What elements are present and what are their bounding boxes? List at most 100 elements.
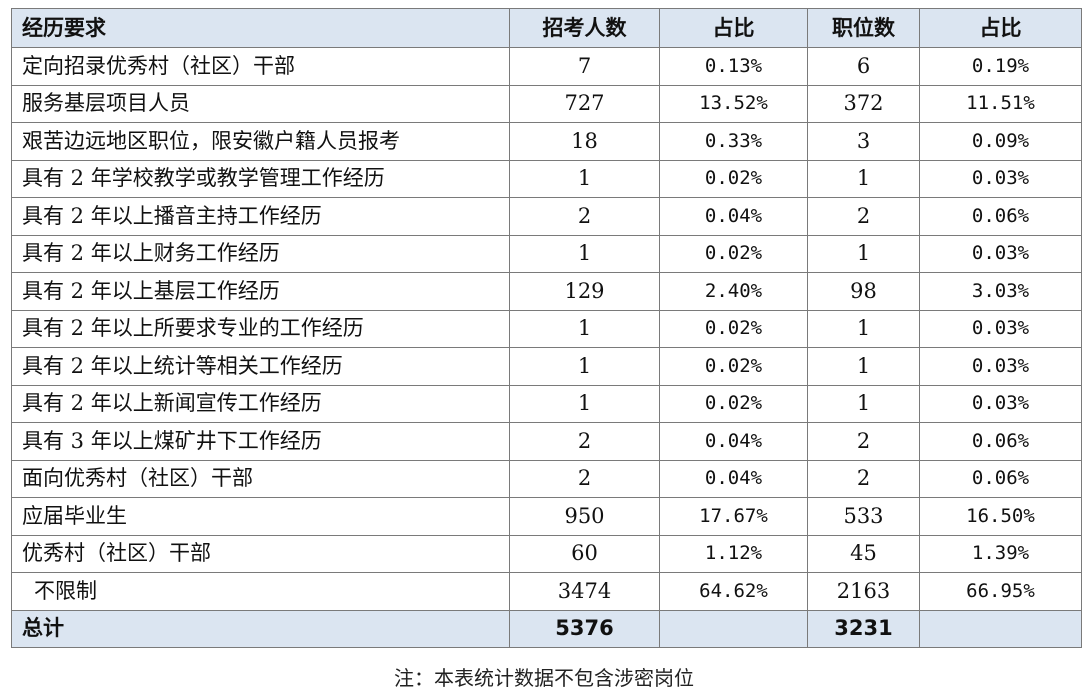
cell-position-count: 2163 [807,572,920,611]
table-row: 具有 2 年以上新闻宣传工作经历 1 0.02% 1 0.03% [11,384,1082,423]
header-requirement: 经历要求 [11,8,510,48]
table-row: 具有 2 年以上所要求专业的工作经历 1 0.02% 1 0.03% [11,309,1082,348]
cell-position-pct: 0.06% [919,459,1082,498]
cell-recruit-count: 129 [509,272,660,311]
cell-requirement: 具有 2 年以上新闻宣传工作经历 [11,384,510,423]
cell-position-pct: 16.50% [919,497,1082,536]
cell-recruit-count: 60 [509,534,660,573]
cell-position-pct: 0.06% [919,422,1082,461]
cell-position-pct: 0.06% [919,197,1082,236]
cell-position-count: 2 [807,422,920,461]
cell-position-pct: 0.03% [919,347,1082,386]
cell-recruit-pct: 0.13% [659,47,808,86]
cell-position-count: 1 [807,309,920,348]
cell-recruit-pct: 0.02% [659,384,808,423]
cell-recruit-count: 1 [509,159,660,198]
table-row: 具有 2 年学校教学或教学管理工作经历 1 0.02% 1 0.03% [11,159,1082,198]
cell-requirement: 具有 2 年学校教学或教学管理工作经历 [11,159,510,198]
table-row: 具有 2 年以上播音主持工作经历 2 0.04% 2 0.06% [11,197,1082,236]
cell-requirement: 具有 2 年以上播音主持工作经历 [11,197,510,236]
cell-position-pct: 11.51% [919,84,1082,123]
cell-position-count: 2 [807,459,920,498]
table-row: 艰苦边远地区职位，限安徽户籍人员报考 18 0.33% 3 0.09% [11,122,1082,161]
cell-recruit-pct: 0.04% [659,459,808,498]
cell-requirement: 面向优秀村（社区）干部 [11,459,510,498]
stats-table-container: 经历要求 招考人数 占比 职位数 占比 定向招录优秀村（社区）干部 7 0.13… [11,8,1082,648]
cell-position-pct: 0.03% [919,234,1082,273]
total-label: 总计 [11,609,510,648]
cell-requirement: 不限制 [11,572,510,611]
cell-requirement: 具有 2 年以上财务工作经历 [11,234,510,273]
cell-requirement: 具有 3 年以上煤矿井下工作经历 [11,422,510,461]
header-recruit-count: 招考人数 [509,8,660,48]
cell-recruit-pct: 13.52% [659,84,808,123]
cell-position-count: 1 [807,347,920,386]
cell-position-pct: 0.03% [919,159,1082,198]
cell-position-count: 98 [807,272,920,311]
cell-recruit-count: 1 [509,309,660,348]
cell-recruit-count: 1 [509,347,660,386]
cell-requirement: 定向招录优秀村（社区）干部 [11,47,510,86]
cell-position-pct: 0.19% [919,47,1082,86]
cell-recruit-pct: 0.02% [659,159,808,198]
cell-recruit-count: 18 [509,122,660,161]
cell-requirement: 应届毕业生 [11,497,510,536]
cell-position-count: 6 [807,47,920,86]
table-row: 不限制 3474 64.62% 2163 66.95% [11,572,1082,611]
cell-requirement: 具有 2 年以上所要求专业的工作经历 [11,309,510,348]
cell-position-count: 2 [807,197,920,236]
table-row: 优秀村（社区）干部 60 1.12% 45 1.39% [11,534,1082,573]
table-row: 服务基层项目人员 727 13.52% 372 11.51% [11,84,1082,123]
cell-recruit-pct: 0.33% [659,122,808,161]
cell-recruit-count: 3474 [509,572,660,611]
table-row: 具有 3 年以上煤矿井下工作经历 2 0.04% 2 0.06% [11,422,1082,461]
header-recruit-pct: 占比 [659,8,808,48]
cell-recruit-pct: 64.62% [659,572,808,611]
table-row: 应届毕业生 950 17.67% 533 16.50% [11,497,1082,536]
table-row: 具有 2 年以上统计等相关工作经历 1 0.02% 1 0.03% [11,347,1082,386]
cell-recruit-count: 1 [509,234,660,273]
cell-position-pct: 66.95% [919,572,1082,611]
cell-position-count: 533 [807,497,920,536]
total-recruit-pct [659,609,808,648]
cell-recruit-pct: 2.40% [659,272,808,311]
cell-position-count: 45 [807,534,920,573]
cell-position-pct: 0.03% [919,384,1082,423]
cell-position-count: 1 [807,234,920,273]
cell-recruit-count: 1 [509,384,660,423]
total-row: 总计 5376 3231 [11,609,1082,648]
total-position-pct [919,609,1082,648]
cell-recruit-pct: 0.04% [659,422,808,461]
cell-position-pct: 0.09% [919,122,1082,161]
cell-position-count: 3 [807,122,920,161]
cell-requirement: 具有 2 年以上基层工作经历 [11,272,510,311]
total-recruit-count: 5376 [509,609,660,648]
cell-recruit-count: 950 [509,497,660,536]
cell-recruit-count: 2 [509,422,660,461]
table-row: 具有 2 年以上财务工作经历 1 0.02% 1 0.03% [11,234,1082,273]
cell-recruit-pct: 0.04% [659,197,808,236]
total-position-count: 3231 [807,609,920,648]
cell-recruit-pct: 17.67% [659,497,808,536]
cell-requirement: 艰苦边远地区职位，限安徽户籍人员报考 [11,122,510,161]
table-footnote: 注：本表统计数据不包含涉密岗位 [394,666,694,690]
cell-position-count: 1 [807,384,920,423]
cell-recruit-pct: 0.02% [659,234,808,273]
cell-position-count: 1 [807,159,920,198]
cell-requirement: 具有 2 年以上统计等相关工作经历 [11,347,510,386]
cell-recruit-pct: 0.02% [659,309,808,348]
table-header-row: 经历要求 招考人数 占比 职位数 占比 [11,8,1082,48]
cell-recruit-count: 727 [509,84,660,123]
cell-recruit-count: 2 [509,459,660,498]
cell-position-count: 372 [807,84,920,123]
cell-recruit-count: 7 [509,47,660,86]
cell-recruit-count: 2 [509,197,660,236]
table-row: 定向招录优秀村（社区）干部 7 0.13% 6 0.19% [11,47,1082,86]
header-position-pct: 占比 [919,8,1082,48]
cell-position-pct: 0.03% [919,309,1082,348]
cell-requirement: 优秀村（社区）干部 [11,534,510,573]
recruitment-stats-table: 经历要求 招考人数 占比 职位数 占比 定向招录优秀村（社区）干部 7 0.13… [11,8,1082,648]
cell-position-pct: 1.39% [919,534,1082,573]
table-row: 面向优秀村（社区）干部 2 0.04% 2 0.06% [11,459,1082,498]
cell-position-pct: 3.03% [919,272,1082,311]
